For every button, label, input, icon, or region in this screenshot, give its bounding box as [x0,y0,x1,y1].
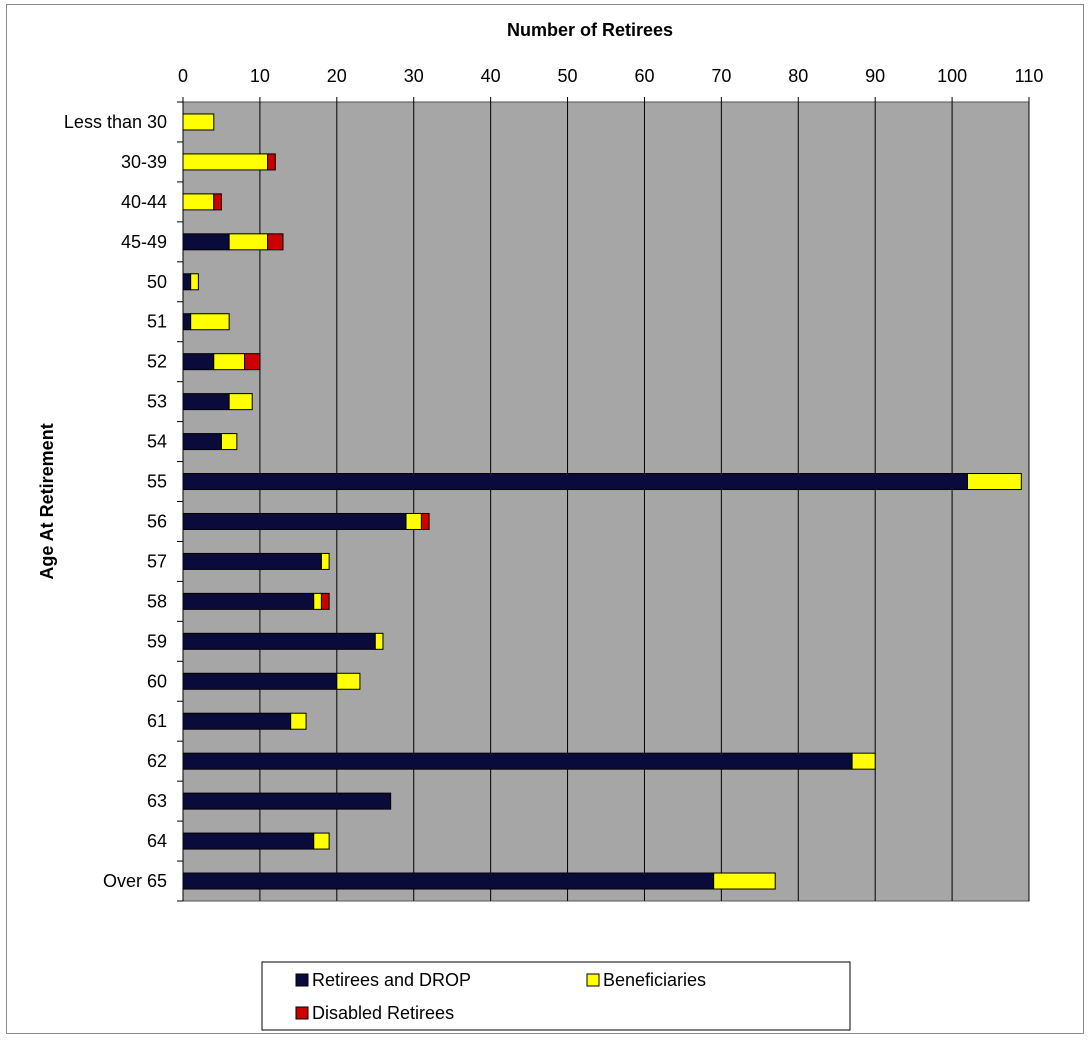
bar-beneficiaries-50 [190,273,199,291]
bar-beneficiaries-30-39 [182,153,269,171]
bar-retirees-and-drop-59 [182,632,376,650]
bar-retirees-and-drop-56 [182,512,407,530]
bar-retirees-and-drop-54 [182,433,222,451]
y-tick-label: 40-44 [121,192,167,212]
bar-beneficiaries-52 [213,353,246,371]
y-tick-label: 61 [147,711,167,731]
x-tick-label: 10 [250,66,270,86]
y-tick-label: 52 [147,352,167,372]
bar-retirees-and-drop-53 [182,393,230,411]
x-tick-label: 90 [865,66,885,86]
legend-label: Disabled Retirees [312,1003,454,1023]
legend-swatch [586,973,600,987]
y-tick-label: 54 [147,432,167,452]
bar-beneficiaries-45-49 [228,233,269,251]
y-tick-label: 53 [147,392,167,412]
bar-retirees-and-drop-57 [182,552,322,570]
bar-beneficiaries-51 [190,313,230,331]
bar-beneficiaries-60 [336,672,361,690]
y-tick-label: 62 [147,751,167,771]
bar-retirees-and-drop-62 [182,752,853,770]
bar-retirees-and-drop-55 [182,473,968,491]
y-tick-label: 55 [147,472,167,492]
bar-retirees-and-drop-50 [182,273,192,291]
bar-retirees-and-drop-61 [182,712,292,730]
y-tick-label: 56 [147,511,167,531]
x-tick-label: 60 [634,66,654,86]
y-tick-label: 64 [147,831,167,851]
x-tick-label: 40 [481,66,501,86]
y-tick-label: 58 [147,591,167,611]
y-tick-label: Over 65 [103,871,167,891]
x-tick-label: 30 [404,66,424,86]
y-tick-label: 51 [147,312,167,332]
legend-swatch [295,1006,309,1020]
x-tick-label: 50 [558,66,578,86]
x-tick-label: 110 [1015,66,1044,86]
plot-area [182,101,1030,902]
x-tick-label: 80 [788,66,808,86]
bar-disabled-retirees-45-49 [267,233,284,251]
bar-retirees-and-drop-60 [182,672,338,690]
bar-retirees-and-drop-52 [182,353,215,371]
bar-retirees-and-drop-63 [182,792,392,810]
x-tick-label: 20 [327,66,347,86]
legend-label: Retirees and DROP [312,970,471,990]
bar-beneficiaries-57 [320,552,330,570]
bar-beneficiaries-59 [374,632,384,650]
x-tick-label: 100 [937,66,967,86]
y-tick-label: Less than 30 [64,112,167,132]
bar-beneficiaries-54 [220,433,238,451]
x-tick-label: 0 [178,66,188,86]
bar-retirees-and-drop-51 [182,313,192,331]
bar-beneficiaries-53 [228,393,253,411]
bar-disabled-retirees-40-44 [213,193,222,211]
bar-beneficiaries-58 [313,592,322,610]
bar-beneficiaries-56 [405,512,422,530]
y-tick-label: 63 [147,791,167,811]
legend-swatch [295,973,309,987]
legend-box [261,961,851,1031]
bar-beneficiaries-40-44 [182,193,215,211]
y-tick-label: 50 [147,272,167,292]
bar-retirees-and-drop-64 [182,832,315,850]
y-tick-label: 57 [147,551,167,571]
bar-beneficiaries-64 [313,832,330,850]
y-tick-label: 30-39 [121,152,167,172]
bar-beneficiaries-62 [851,752,876,770]
bar-beneficiaries-less-than-30 [182,113,215,131]
bar-retirees-and-drop-45-49 [182,233,230,251]
x-axis-title: Number of Retirees [507,20,673,40]
y-axis-title: Age At Retirement [37,423,57,579]
bar-beneficiaries-over-65 [713,872,776,890]
x-tick-label: 70 [711,66,731,86]
y-tick-label: 60 [147,671,167,691]
bar-beneficiaries-55 [966,473,1022,491]
bar-disabled-retirees-30-39 [267,153,276,171]
y-tick-label: 59 [147,631,167,651]
bar-retirees-and-drop-58 [182,592,315,610]
legend-label: Beneficiaries [603,970,706,990]
bar-disabled-retirees-56 [420,512,430,530]
bar-retirees-and-drop-over-65 [182,872,715,890]
bar-disabled-retirees-58 [320,592,330,610]
y-tick-label: 45-49 [121,232,167,252]
bar-disabled-retirees-52 [244,353,261,371]
bar-beneficiaries-61 [290,712,307,730]
